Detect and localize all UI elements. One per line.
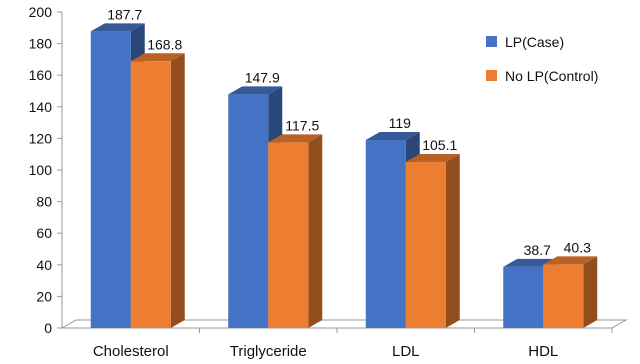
bar-front: [503, 266, 544, 328]
y-tick-label: 20: [36, 288, 52, 304]
legend-swatch: [486, 36, 497, 47]
bar-top: [405, 153, 460, 162]
bar-top: [268, 134, 323, 143]
y-tick-label: 40: [36, 257, 52, 273]
bar-no-lp-control--hdl: [543, 256, 598, 328]
bar-side: [583, 256, 598, 328]
y-tick-label: 120: [29, 130, 53, 146]
y-tick-label: 0: [44, 320, 52, 336]
bars: [90, 23, 598, 329]
bar-front: [228, 94, 269, 329]
data-label: 187.7: [107, 6, 142, 22]
bar-front: [405, 161, 446, 328]
y-tick-label: 140: [29, 99, 53, 115]
bar-top: [228, 86, 283, 95]
x-category-label: HDL: [528, 343, 558, 360]
x-category-label: Triglyceride: [230, 343, 307, 360]
bar-top: [365, 131, 420, 140]
bar-side: [445, 153, 460, 328]
bar-front: [365, 139, 406, 328]
bar-front: [90, 31, 131, 329]
data-label: 105.1: [422, 137, 457, 153]
x-category-label: Cholesterol: [93, 343, 169, 360]
axes: 0 20 40 60 80 100 120 140 160 180 200 Cholesterol Tr…: [29, 4, 628, 360]
bar-front: [268, 142, 309, 328]
legend-swatch: [486, 70, 497, 81]
y-tick-label: 180: [29, 36, 53, 52]
y-tick-label: 100: [29, 162, 53, 178]
y-tick-label: 80: [36, 194, 52, 210]
y-tick-label: 60: [36, 225, 52, 241]
x-category-label: LDL: [392, 343, 420, 360]
bar-front: [543, 264, 584, 328]
legend: LP(Case) No LP(Control): [486, 34, 598, 84]
bar-side: [170, 53, 185, 329]
data-label: 119: [389, 115, 412, 131]
bar-top: [130, 53, 185, 62]
bar-no-lp-control--triglyceride: [268, 134, 323, 328]
bar-front: [130, 61, 171, 329]
data-label: 147.9: [245, 69, 280, 85]
y-tick-label: 200: [29, 4, 53, 20]
bar-no-lp-control--cholesterol: [130, 53, 185, 329]
data-labels: 187.7 168.8 147.9 117.5 119 105.1 38.7 40.3: [107, 6, 591, 257]
bar-top: [543, 256, 598, 265]
data-label: 40.3: [564, 239, 591, 255]
legend-label: No LP(Control): [505, 68, 598, 84]
y-tick-label: 160: [29, 67, 53, 83]
bar-no-lp-control--ldl: [405, 153, 460, 328]
bar-top: [90, 23, 145, 32]
legend-label: LP(Case): [505, 34, 564, 50]
bar-side: [308, 134, 323, 328]
data-label: 38.7: [524, 242, 551, 258]
data-label: 168.8: [147, 36, 182, 52]
data-label: 117.5: [285, 117, 319, 133]
